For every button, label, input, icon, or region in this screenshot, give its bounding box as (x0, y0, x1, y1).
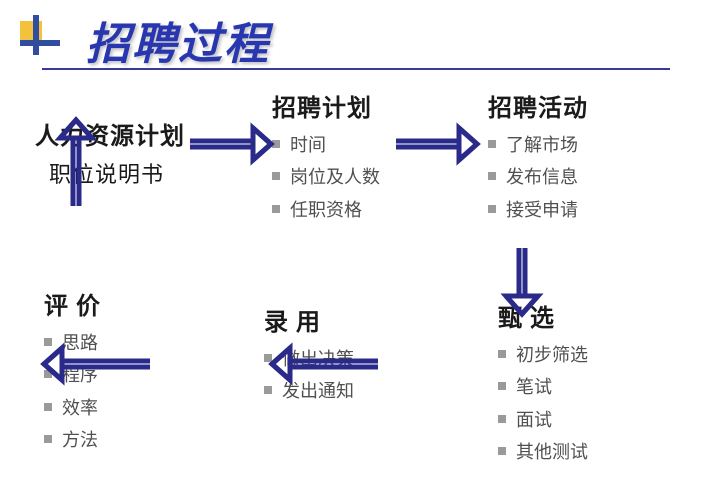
hr-plan-heading: 人力资源计划 (35, 116, 185, 151)
list-item: 方法 (44, 424, 101, 456)
evaluate-heading: 评 价 (44, 286, 101, 321)
activity-heading: 招聘活动 (488, 88, 588, 123)
hire-heading: 录 用 (264, 302, 354, 337)
activity-list: 了解市场 发布信息 接受申请 (488, 129, 588, 226)
node-activity: 招聘活动 了解市场 发布信息 接受申请 (488, 88, 588, 226)
recruit-plan-list: 时间 岗位及人数 任职资格 (272, 129, 380, 226)
node-hr-plan: 人力资源计划 职位说明书 (35, 116, 185, 189)
arrow-activity-to-sel (501, 248, 538, 314)
slide-logo (20, 15, 60, 55)
list-item: 发布信息 (488, 161, 588, 193)
list-item: 面试 (498, 404, 588, 436)
list-item: 了解市场 (488, 129, 588, 161)
page-title: 招聘过程 (86, 8, 270, 72)
node-selection: 甄 选 初步筛选 笔试 面试 其他测试 (498, 298, 588, 469)
list-item: 任职资格 (272, 194, 380, 226)
title-rule (42, 68, 670, 70)
selection-list: 初步筛选 笔试 面试 其他测试 (498, 339, 588, 469)
arrow-sel-to-hire (272, 343, 378, 380)
list-item: 时间 (272, 129, 380, 161)
list-item: 接受申请 (488, 194, 588, 226)
arrow-plan-to-activity (396, 128, 477, 165)
list-item: 其他测试 (498, 436, 588, 468)
node-recruit-plan: 招聘计划 时间 岗位及人数 任职资格 (272, 88, 380, 226)
arrow-hr-to-plan (190, 128, 271, 165)
arrow-eval-to-hr (60, 120, 97, 206)
list-item: 效率 (44, 392, 101, 424)
list-item: 笔试 (498, 371, 588, 403)
recruit-plan-heading: 招聘计划 (272, 88, 380, 123)
list-item: 发出通知 (264, 375, 354, 407)
list-item: 岗位及人数 (272, 161, 380, 193)
list-item: 初步筛选 (498, 339, 588, 371)
arrow-hire-to-eval (44, 343, 150, 380)
